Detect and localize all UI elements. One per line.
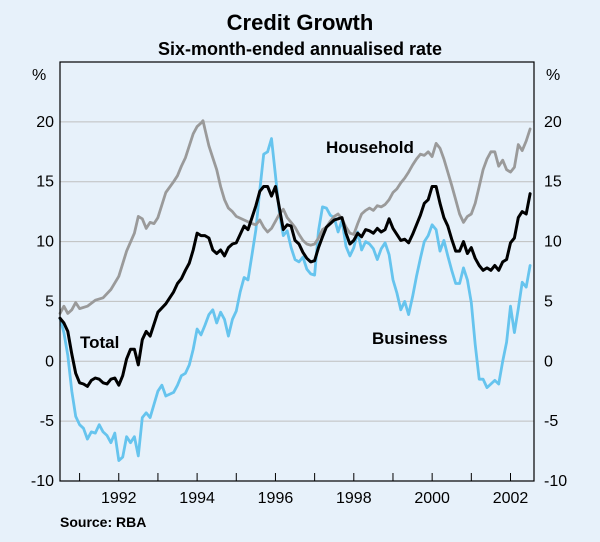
y-tick-label-left: 20 bbox=[36, 114, 54, 131]
x-tick-label: 1994 bbox=[179, 490, 215, 507]
y-axis-label-right: % bbox=[546, 67, 560, 84]
y-ticks-right: 20 15 10 5 0 -5 -10 bbox=[544, 114, 567, 490]
y-tick-label-left: 5 bbox=[45, 293, 54, 310]
y-tick-label-left: 15 bbox=[36, 174, 54, 191]
series-line-total bbox=[58, 185, 532, 388]
chart-title: Credit Growth bbox=[227, 10, 374, 35]
series-label-household: Household bbox=[326, 138, 414, 157]
x-tick-label: 2000 bbox=[414, 490, 450, 507]
y-tick-label-right: -5 bbox=[544, 413, 558, 430]
y-tick-label-left: -10 bbox=[31, 473, 54, 490]
y-tick-label-right: -10 bbox=[544, 473, 567, 490]
plot-frame bbox=[59, 61, 535, 482]
x-tick-label: 1998 bbox=[336, 490, 372, 507]
y-tick-label-right: 0 bbox=[544, 353, 553, 370]
y-tick-label-right: 10 bbox=[544, 234, 562, 251]
x-tick-label: 1992 bbox=[101, 490, 137, 507]
y-tick-label-left: -5 bbox=[40, 413, 54, 430]
x-ticks: 1992 1994 1996 1998 2000 2002 bbox=[79, 473, 529, 507]
series-lines bbox=[58, 119, 532, 462]
y-tick-label-right: 20 bbox=[544, 114, 562, 131]
y-ticks-left: 20 15 10 5 0 -5 -10 bbox=[31, 114, 54, 490]
series-line-household bbox=[58, 119, 532, 315]
chart-subtitle: Six-month-ended annualised rate bbox=[158, 39, 442, 59]
y-tick-label-left: 10 bbox=[36, 234, 54, 251]
y-axis-label-left: % bbox=[32, 67, 46, 84]
series-line-business bbox=[58, 137, 532, 462]
series-label-business: Business bbox=[372, 329, 448, 348]
x-tick-label: 2002 bbox=[493, 490, 529, 507]
y-tick-label-right: 15 bbox=[544, 174, 562, 191]
y-tick-label-right: 5 bbox=[544, 293, 553, 310]
source-note: Source: RBA bbox=[60, 514, 146, 530]
x-tick-label: 1996 bbox=[258, 490, 294, 507]
series-label-total: Total bbox=[80, 333, 119, 352]
y-tick-label-left: 0 bbox=[45, 353, 54, 370]
